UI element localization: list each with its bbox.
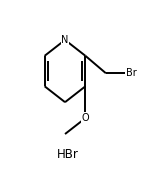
Text: N: N: [61, 35, 69, 45]
Text: HBr: HBr: [56, 148, 78, 161]
Text: Br: Br: [126, 68, 137, 78]
Text: O: O: [82, 113, 89, 123]
